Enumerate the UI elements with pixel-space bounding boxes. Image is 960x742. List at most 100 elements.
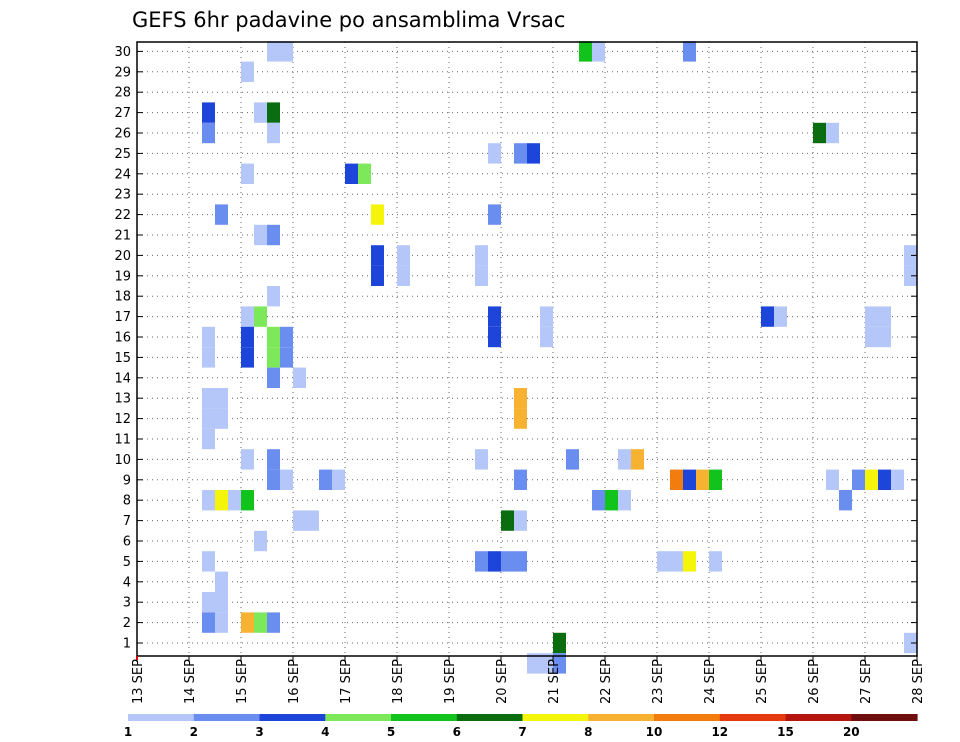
precip-cell	[566, 449, 579, 470]
precip-cell	[215, 408, 228, 429]
precip-cell	[904, 632, 917, 654]
precip-cell	[345, 163, 358, 184]
precip-cell	[696, 469, 709, 490]
precip-cell	[254, 612, 267, 633]
precip-cell	[267, 612, 280, 633]
precip-cell	[475, 449, 488, 470]
y-tick-label: 14	[114, 371, 131, 386]
precip-cell	[904, 265, 917, 286]
y-tick-label: 11	[114, 433, 131, 448]
precip-cell	[670, 469, 683, 490]
precip-cell	[254, 224, 267, 246]
precip-cell	[488, 204, 501, 225]
y-tick-label: 8	[123, 494, 131, 509]
precip-cell	[254, 306, 267, 327]
y-tick-label: 3	[123, 596, 131, 611]
precip-cell	[306, 510, 319, 531]
precip-cell	[475, 245, 488, 266]
precip-cell	[839, 490, 852, 511]
precip-cell	[202, 347, 215, 368]
precip-cell	[241, 306, 254, 327]
precip-cell	[501, 551, 514, 572]
precip-cell	[553, 653, 566, 674]
precip-cell	[371, 245, 384, 266]
x-tick-label: 23 SEP	[651, 659, 666, 704]
precip-cell	[358, 163, 371, 184]
precip-cell	[865, 306, 878, 327]
y-axis-ticks: 1234567891011121314151617181920212223242…	[114, 45, 917, 652]
y-tick-label: 4	[123, 575, 131, 590]
precip-cell	[514, 510, 527, 531]
precip-cell	[514, 469, 527, 490]
precip-cell	[683, 469, 696, 490]
precip-cell	[592, 41, 605, 62]
legend-swatch	[456, 714, 524, 721]
x-tick-label: 19 SEP	[443, 659, 458, 704]
legend-swatch	[785, 714, 852, 721]
x-tick-label: 28 SEP	[911, 659, 926, 704]
precip-cell	[514, 408, 527, 429]
precip-cell	[267, 286, 280, 307]
legend-label: 6	[453, 725, 461, 739]
precip-cell	[267, 469, 280, 490]
legend-label: 2	[190, 725, 198, 739]
x-tick-label: 17 SEP	[339, 659, 354, 704]
legend-swatch	[654, 714, 721, 721]
precip-cell	[267, 347, 280, 368]
y-tick-label: 2	[123, 616, 131, 631]
precip-cell	[202, 490, 215, 511]
precip-cell	[215, 592, 228, 613]
precip-cell	[761, 306, 774, 327]
precip-cell	[280, 326, 293, 348]
precip-cell	[527, 653, 540, 674]
precip-cell	[267, 122, 280, 144]
legend-label: 3	[255, 725, 263, 739]
precip-cell	[202, 102, 215, 123]
precip-cell	[215, 388, 228, 409]
precip-cell	[514, 551, 527, 572]
x-tick-label: 26 SEP	[807, 659, 822, 704]
y-tick-label: 1	[123, 637, 131, 652]
y-tick-label: 24	[114, 167, 131, 182]
precip-cell	[709, 551, 722, 572]
precip-cell	[215, 612, 228, 633]
precip-cell	[280, 41, 293, 62]
precip-cell	[618, 490, 631, 511]
plot-frame	[136, 41, 918, 657]
precip-cell	[878, 306, 891, 327]
precip-cell	[241, 163, 254, 184]
y-tick-label: 18	[114, 290, 131, 305]
y-tick-label: 9	[123, 473, 131, 488]
precip-cell	[540, 306, 553, 327]
precip-cell	[774, 306, 787, 327]
precip-cell	[371, 265, 384, 286]
precip-cell	[514, 143, 527, 164]
y-tick-label: 29	[114, 65, 131, 80]
y-tick-label: 22	[114, 208, 131, 223]
precip-cell	[332, 469, 345, 490]
precip-cell	[904, 245, 917, 266]
precip-cell	[865, 469, 878, 490]
precip-cell	[488, 326, 501, 348]
precip-cell	[683, 551, 696, 572]
precip-cell	[215, 571, 228, 592]
precip-cell	[865, 326, 878, 348]
y-tick-label: 10	[114, 453, 131, 468]
precip-cell	[514, 388, 527, 409]
precip-cell	[813, 122, 826, 144]
precip-cell	[202, 408, 215, 429]
precip-cell	[605, 490, 618, 511]
precip-cell	[631, 449, 644, 470]
x-tick-label: 25 SEP	[755, 659, 770, 704]
legend-swatch	[719, 714, 787, 721]
precip-cell	[254, 530, 267, 552]
legend-label: 1	[124, 725, 132, 739]
legend-swatch	[588, 714, 655, 721]
precip-cell	[579, 41, 592, 62]
precip-cell	[202, 388, 215, 409]
y-tick-label: 23	[114, 188, 131, 203]
precip-cell	[215, 490, 228, 511]
precip-cell	[397, 245, 410, 266]
precip-cell	[267, 367, 280, 388]
x-tick-label: 27 SEP	[859, 659, 874, 704]
